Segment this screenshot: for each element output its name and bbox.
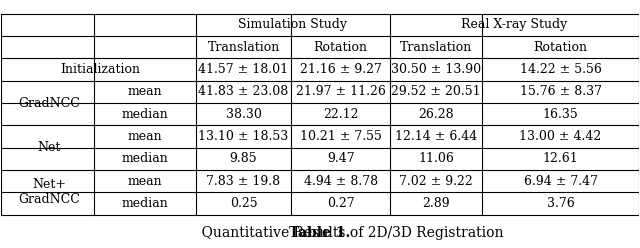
Text: Simulation Study: Simulation Study [239, 18, 348, 31]
Text: 11.06: 11.06 [419, 152, 454, 165]
Text: Initialization: Initialization [60, 63, 140, 76]
Text: 0.25: 0.25 [230, 197, 257, 210]
Text: 12.61: 12.61 [543, 152, 579, 165]
Text: Rotation: Rotation [314, 41, 368, 54]
Text: 14.22 ± 5.56: 14.22 ± 5.56 [520, 63, 602, 76]
Text: 38.30: 38.30 [225, 108, 262, 121]
Text: Real X-ray Study: Real X-ray Study [461, 18, 568, 31]
Text: median: median [122, 197, 168, 210]
Text: 13.10 ± 18.53: 13.10 ± 18.53 [198, 130, 289, 143]
Text: 29.52 ± 20.51: 29.52 ± 20.51 [392, 85, 481, 98]
Text: mean: mean [127, 175, 162, 188]
Text: 16.35: 16.35 [543, 108, 579, 121]
Text: 6.94 ± 7.47: 6.94 ± 7.47 [524, 175, 598, 188]
Text: Translation: Translation [207, 41, 280, 54]
Text: 30.50 ± 13.90: 30.50 ± 13.90 [391, 63, 481, 76]
Text: 41.57 ± 18.01: 41.57 ± 18.01 [198, 63, 289, 76]
Text: 3.76: 3.76 [547, 197, 575, 210]
Text: Rotation: Rotation [534, 41, 588, 54]
Text: 7.83 ± 19.8: 7.83 ± 19.8 [207, 175, 280, 188]
Text: 7.02 ± 9.22: 7.02 ± 9.22 [399, 175, 473, 188]
Text: median: median [122, 152, 168, 165]
Text: 13.00 ± 4.42: 13.00 ± 4.42 [520, 130, 602, 143]
Text: 0.27: 0.27 [327, 197, 355, 210]
Text: 4.94 ± 8.78: 4.94 ± 8.78 [303, 175, 378, 188]
Text: 12.14 ± 6.44: 12.14 ± 6.44 [395, 130, 477, 143]
Text: 22.12: 22.12 [323, 108, 358, 121]
Text: Translation: Translation [400, 41, 472, 54]
Text: mean: mean [127, 85, 162, 98]
Text: 21.97 ± 11.26: 21.97 ± 11.26 [296, 85, 386, 98]
Text: 2.89: 2.89 [422, 197, 450, 210]
Text: Quantitative Results of 2D/3D Registration: Quantitative Results of 2D/3D Registrati… [136, 226, 504, 240]
Text: 41.83 ± 23.08: 41.83 ± 23.08 [198, 85, 289, 98]
Text: mean: mean [127, 130, 162, 143]
Text: 10.21 ± 7.55: 10.21 ± 7.55 [300, 130, 381, 143]
Text: GradNCC: GradNCC [19, 96, 80, 110]
Text: Net: Net [38, 141, 61, 154]
Text: 26.28: 26.28 [419, 108, 454, 121]
Text: 9.85: 9.85 [230, 152, 257, 165]
Text: 15.76 ± 8.37: 15.76 ± 8.37 [520, 85, 602, 98]
Text: Net+
GradNCC: Net+ GradNCC [19, 178, 80, 206]
Text: 9.47: 9.47 [327, 152, 355, 165]
Text: median: median [122, 108, 168, 121]
Text: 21.16 ± 9.27: 21.16 ± 9.27 [300, 63, 381, 76]
Text: Table 1.: Table 1. [289, 226, 351, 240]
